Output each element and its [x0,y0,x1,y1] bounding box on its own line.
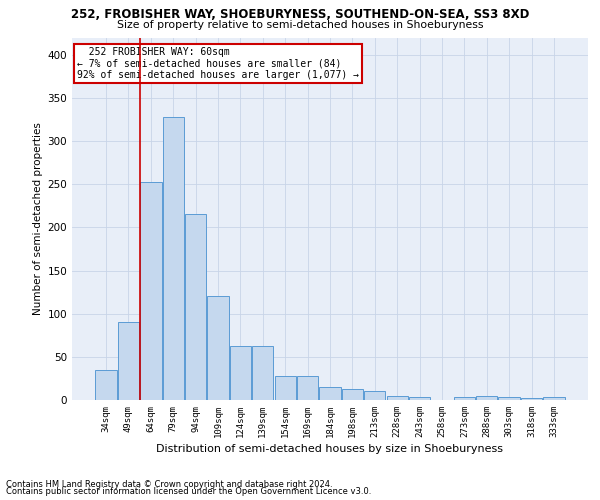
Bar [252,346,274,400]
Bar [230,346,251,400]
Bar [409,398,430,400]
Bar [297,376,318,400]
Bar [163,117,184,400]
Text: 252 FROBISHER WAY: 60sqm
← 7% of semi-detached houses are smaller (84)
92% of se: 252 FROBISHER WAY: 60sqm ← 7% of semi-de… [77,46,359,80]
X-axis label: Distribution of semi-detached houses by size in Shoeburyness: Distribution of semi-detached houses by … [157,444,503,454]
Text: Size of property relative to semi-detached houses in Shoeburyness: Size of property relative to semi-detach… [117,20,483,30]
Bar [140,182,161,400]
Text: Contains public sector information licensed under the Open Government Licence v3: Contains public sector information licen… [6,488,371,496]
Bar [342,389,363,400]
Bar [185,214,206,400]
Bar [543,396,565,400]
Bar [118,322,139,400]
Bar [364,392,385,400]
Bar [319,387,341,400]
Bar [476,396,497,400]
Bar [386,396,408,400]
Text: Contains HM Land Registry data © Crown copyright and database right 2024.: Contains HM Land Registry data © Crown c… [6,480,332,489]
Bar [95,370,117,400]
Bar [208,296,229,400]
Y-axis label: Number of semi-detached properties: Number of semi-detached properties [33,122,43,315]
Bar [275,376,296,400]
Bar [454,398,475,400]
Bar [499,396,520,400]
Text: 252, FROBISHER WAY, SHOEBURYNESS, SOUTHEND-ON-SEA, SS3 8XD: 252, FROBISHER WAY, SHOEBURYNESS, SOUTHE… [71,8,529,20]
Bar [521,398,542,400]
